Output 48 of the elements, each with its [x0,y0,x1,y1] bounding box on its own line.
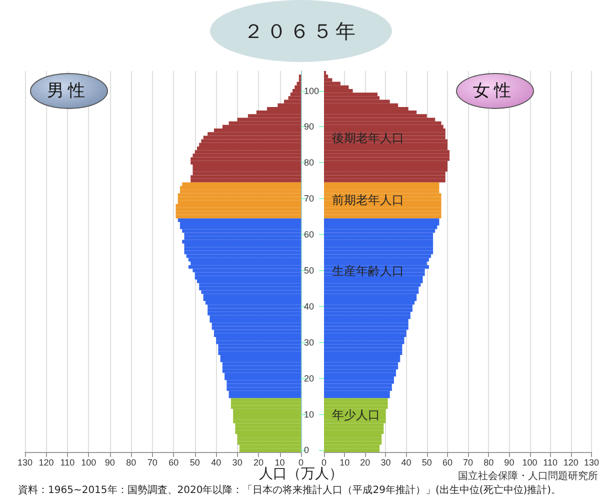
x-tick-label: 50 [190,458,200,468]
x-tick-label: 100 [81,458,96,468]
y-tick-label: 60 [304,230,314,240]
x-tick-label: 20 [360,458,370,468]
x-tick-label: 90 [504,458,514,468]
x-tick-label: 80 [484,458,494,468]
y-tick-label: 100 [304,86,320,96]
x-tick-label: 70 [147,458,158,468]
x-tick-label: 120 [38,458,54,468]
x-tick-label: 40 [401,458,412,468]
x-tick-label: 50 [422,458,432,468]
y-tick-label: 0 [304,445,310,456]
x-tick-label: 10 [274,458,285,468]
x-tick-label: 80 [126,458,136,468]
x-tick-label: 20 [254,458,264,468]
x-tick-label: 130 [17,458,33,468]
y-tick-label: 20 [304,373,314,384]
y-tick-label: 40 [304,301,314,312]
x-tick-label: 130 [584,458,600,468]
text: 男性 [46,80,90,102]
x-tick-label: 10 [340,458,350,468]
y-tick-label: 80 [304,158,314,168]
annotation: 生産年齢人口 [332,263,404,280]
x-tick-label: 60 [168,458,179,468]
y-tick-label: 70 [304,194,314,204]
y-tick-label: 90 [304,122,314,132]
chart-title: ２０６５年 [242,18,360,45]
annotation: 前期老年人口 [332,192,404,209]
y-tick-label: 10 [304,409,314,420]
x-tick-label: 120 [563,458,578,468]
annotation: 年少人口 [332,407,380,424]
x-tick-label: 30 [232,458,242,468]
x-tick-label: 70 [463,458,474,468]
y-tick-label: 30 [304,337,314,348]
text: 国立社会保障・人口問題研究所 [458,470,598,483]
text: 女性 [472,80,516,102]
x-tick-label: 60 [442,458,452,468]
x-tick-label: 90 [104,458,115,468]
x-tick-label: 110 [543,458,558,468]
x-axis-title: 人口（万人） [259,466,343,482]
annotation: 後期老年人口 [332,130,404,147]
x-tick-label: 30 [380,458,391,468]
x-tick-label: 40 [211,458,222,468]
x-tick-label: 0 [321,458,327,468]
x-tick-label: 110 [60,458,75,468]
text: 資料：1965~2015年：国勢調査、2020年以降：「日本の将来推計人口（平成29年推計）」(出生中位(死亡中位)推計)。 [18,484,562,496]
x-tick-label: 100 [522,458,538,468]
y-tick-label: 50 [304,265,314,276]
